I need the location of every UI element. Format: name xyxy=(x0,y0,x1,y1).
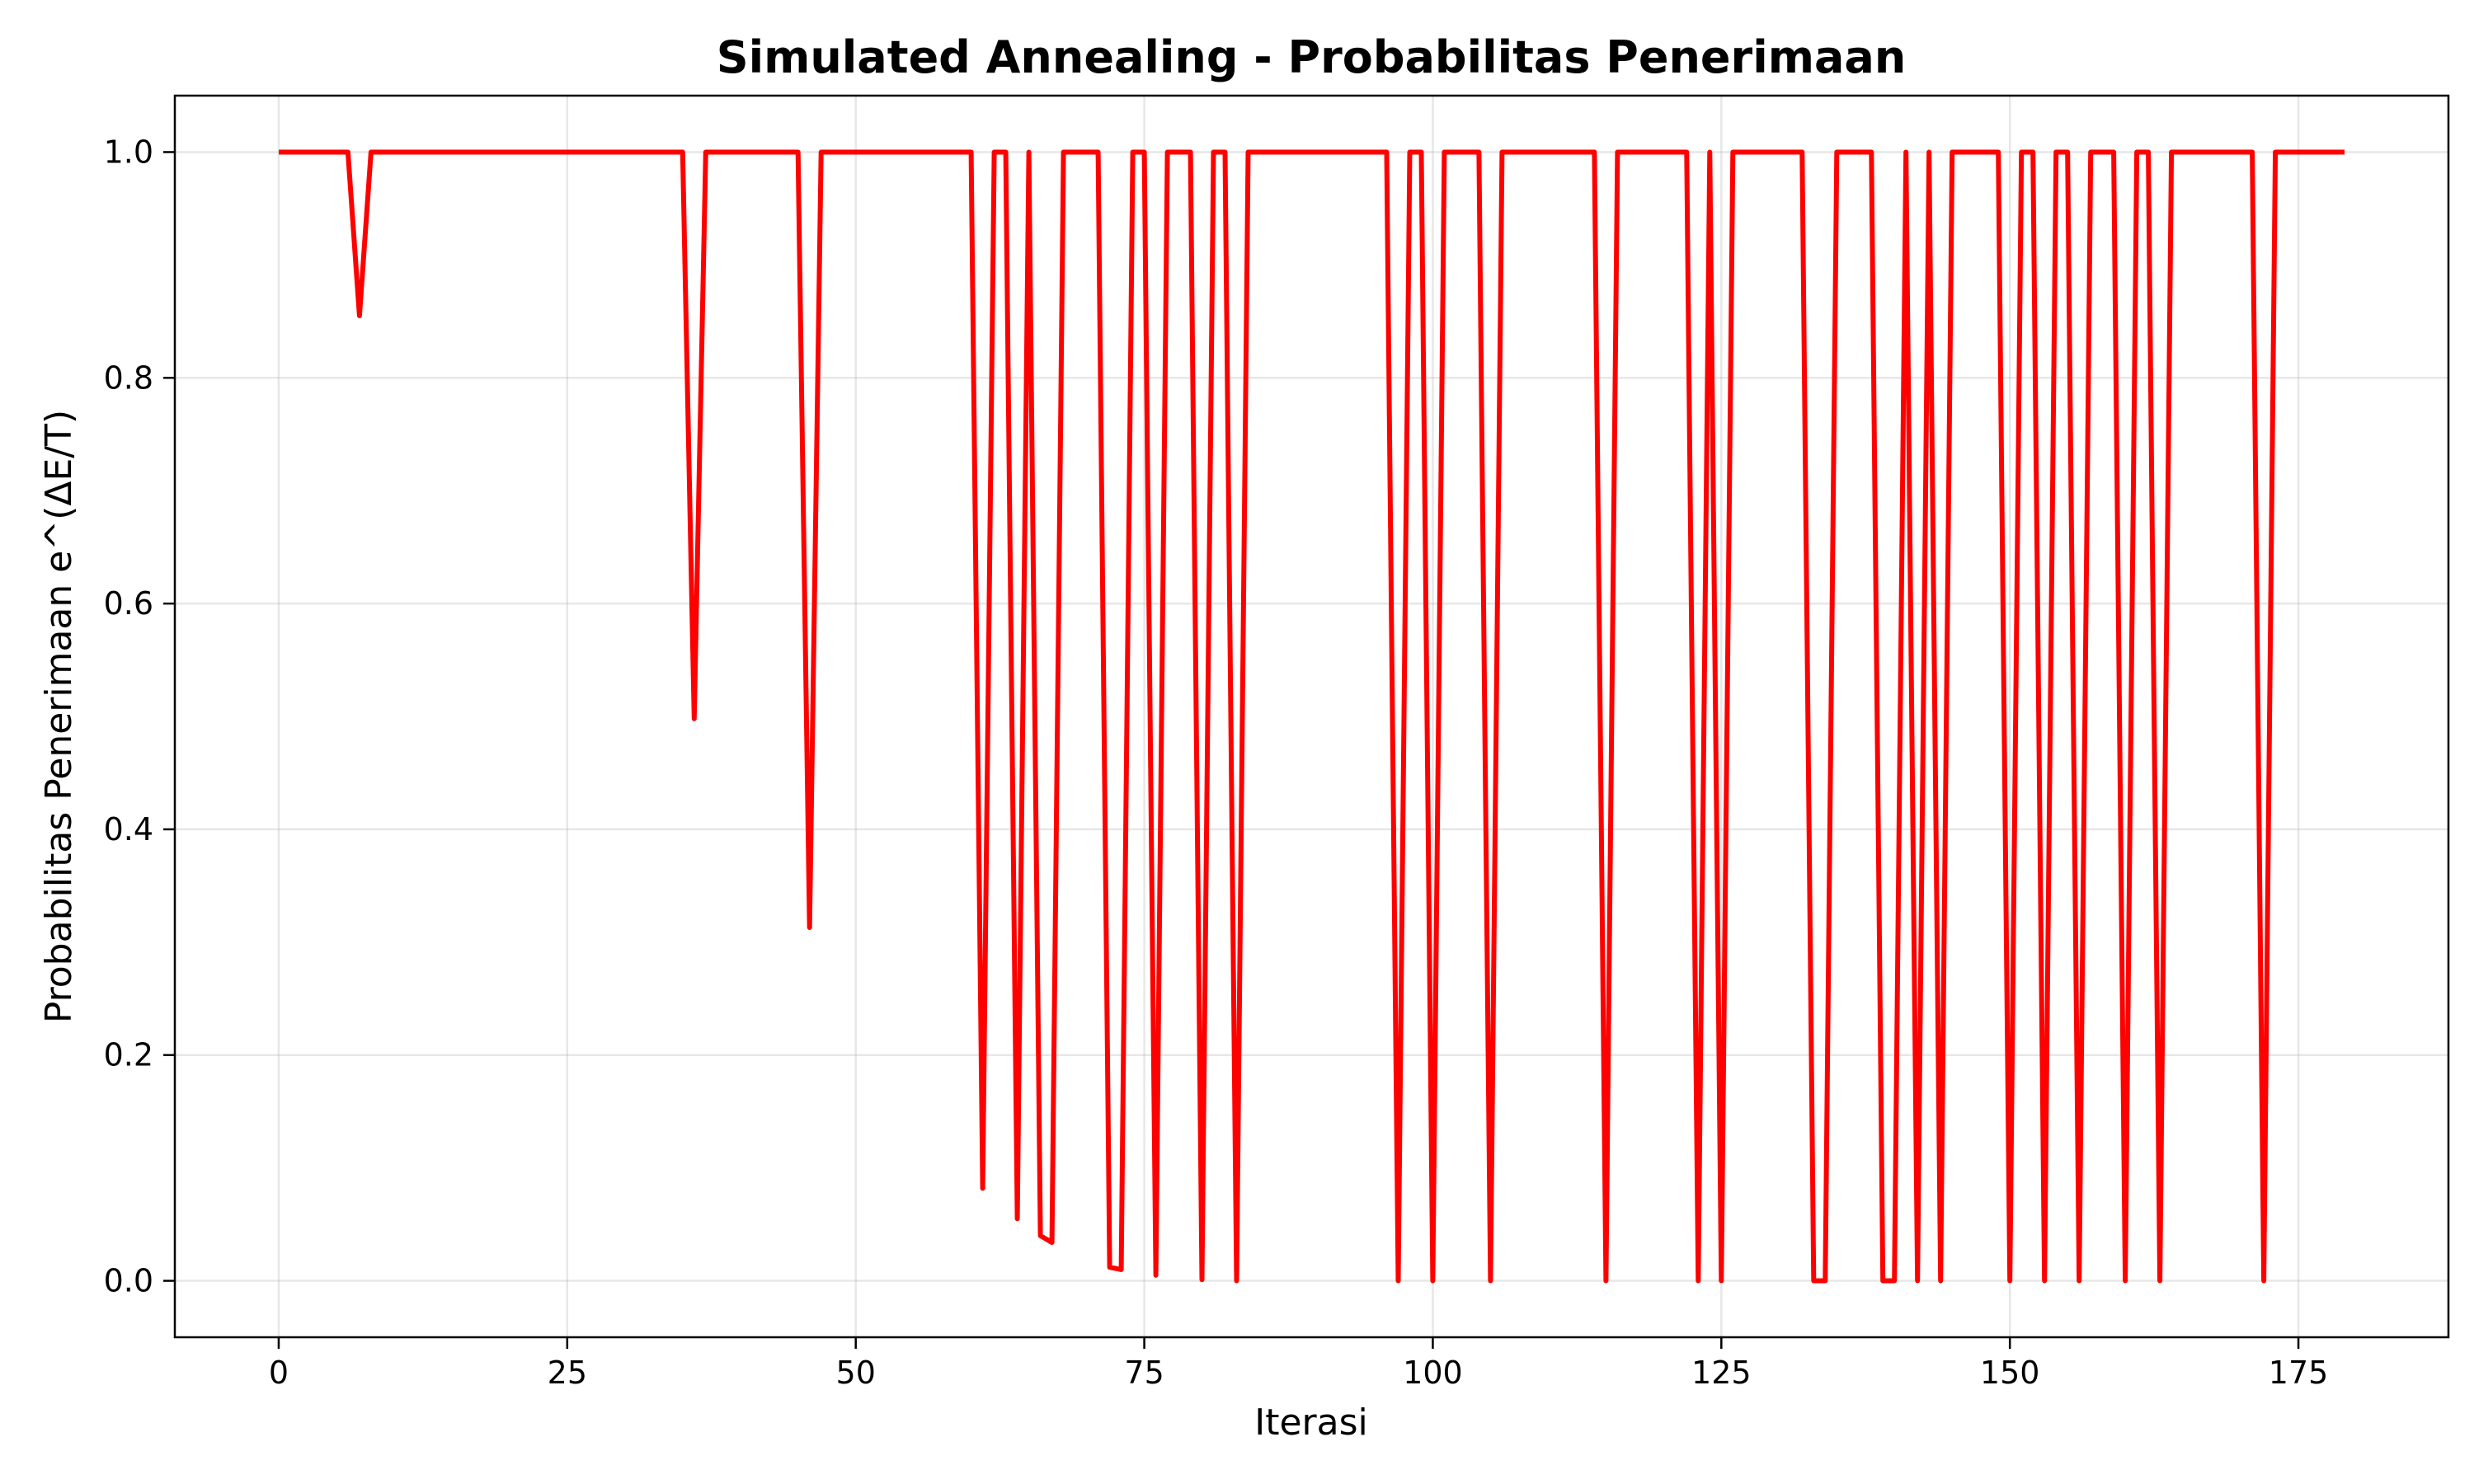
x-axis-label: Iterasi xyxy=(1254,1402,1368,1444)
plot-area xyxy=(279,149,2345,1284)
y-tick-label: 0.8 xyxy=(104,359,153,396)
plot-frame xyxy=(173,94,2450,1339)
y-tick-label: 0.0 xyxy=(104,1263,153,1299)
x-tick-label: 150 xyxy=(1980,1355,2040,1391)
axes-ticks: 0 25 50 75 100 125 150 175 0.0 0.2 0.4 0.6 0.8 1.0 xyxy=(104,134,2329,1391)
y-tick-label: 0.4 xyxy=(104,811,153,848)
x-tick-label: 0 xyxy=(269,1355,289,1391)
y-tick-label: 0.6 xyxy=(104,585,153,622)
x-tick-label: 125 xyxy=(1691,1355,1752,1391)
chart-title: Simulated Annealing - Probabilitas Pener… xyxy=(717,31,1907,83)
x-tick-label: 75 xyxy=(1124,1355,1164,1391)
x-tick-label: 50 xyxy=(836,1355,876,1391)
x-tick-label: 175 xyxy=(2269,1355,2329,1391)
y-tick-label: 1.0 xyxy=(104,134,153,170)
y-axis-label: Probabilitas Penerimaan e^(ΔE/T) xyxy=(38,410,80,1023)
y-tick-label: 0.2 xyxy=(104,1037,153,1073)
series-line xyxy=(279,149,2345,1284)
x-tick-label: 100 xyxy=(1403,1355,1463,1391)
x-tick-label: 25 xyxy=(548,1355,587,1391)
